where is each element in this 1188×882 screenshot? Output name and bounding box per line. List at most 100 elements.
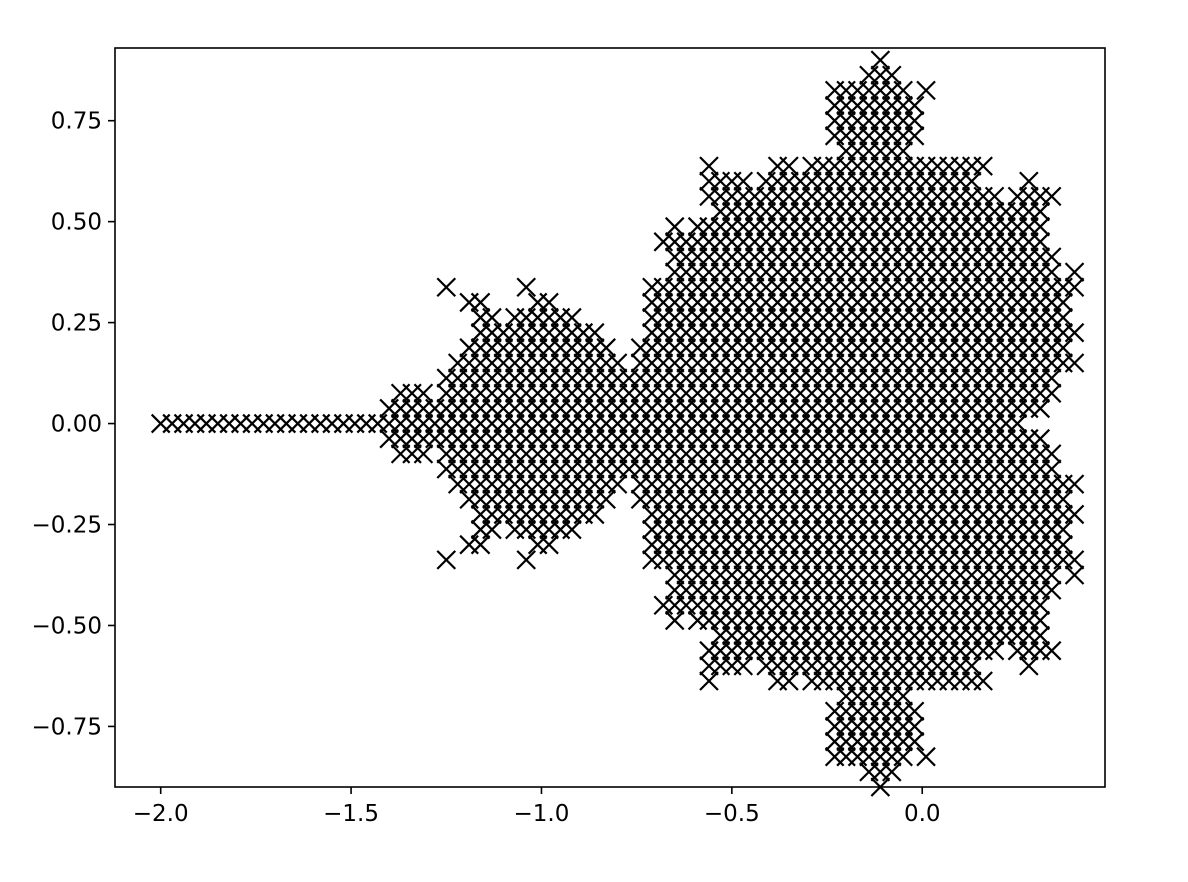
data-point-marker — [733, 171, 754, 192]
data-point-marker — [1041, 444, 1062, 464]
data-point-marker — [904, 110, 925, 131]
data-point-marker — [1064, 322, 1085, 343]
data-point-marker — [904, 701, 925, 722]
x-tick-label: −0.5 — [704, 801, 760, 827]
data-point-marker — [973, 156, 993, 176]
data-point-marker — [436, 550, 457, 570]
data-point-marker — [870, 50, 891, 70]
data-point-marker — [779, 671, 799, 691]
plot-area-frame — [114, 47, 1106, 788]
data-point-marker — [1064, 550, 1085, 570]
data-point-marker — [584, 504, 605, 525]
data-point-marker — [413, 444, 434, 464]
data-point-marker — [893, 141, 913, 161]
y-tick-label: −0.50 — [32, 613, 102, 639]
data-point-marker — [596, 338, 616, 358]
data-point-marker — [1030, 625, 1051, 646]
data-point-marker — [482, 519, 502, 540]
data-point-marker — [904, 95, 925, 116]
data-point-marker — [584, 322, 605, 343]
data-point-marker — [1064, 474, 1085, 494]
data-point-marker — [733, 656, 754, 676]
data-point-marker — [470, 534, 491, 555]
data-point-marker — [1030, 398, 1051, 419]
data-point-marker — [413, 383, 434, 404]
data-point-marker — [1030, 232, 1051, 252]
data-point-marker — [984, 186, 1005, 207]
data-point-marker — [1041, 262, 1062, 282]
data-point-marker — [1041, 565, 1062, 585]
y-tick-label: 0.50 — [51, 210, 102, 236]
data-point-marker — [1053, 534, 1073, 555]
data-point-marker — [699, 156, 719, 176]
y-tick-label: 0.75 — [51, 109, 102, 135]
data-point-marker — [1053, 338, 1073, 358]
data-point-marker — [973, 671, 993, 691]
data-point-marker — [1053, 489, 1073, 510]
data-point-marker — [779, 156, 799, 176]
data-point-marker — [1053, 307, 1073, 328]
data-point-marker — [516, 277, 537, 298]
data-point-marker — [607, 353, 628, 373]
data-point-marker — [904, 716, 925, 737]
data-point-marker — [1064, 353, 1085, 373]
data-point-marker — [1007, 413, 1028, 434]
data-point-marker — [539, 534, 559, 555]
data-point-marker — [1041, 368, 1062, 388]
x-tick-label: 0.0 — [904, 801, 941, 827]
data-point-marker — [1041, 459, 1062, 479]
data-point-marker — [607, 474, 628, 494]
data-point-marker — [893, 686, 913, 706]
data-point-marker — [562, 519, 582, 540]
data-point-marker — [893, 746, 913, 767]
x-tick-label: −2.0 — [133, 801, 189, 827]
data-point-marker — [664, 610, 685, 631]
data-point-marker — [916, 80, 936, 101]
data-point-marker — [893, 80, 913, 101]
y-tick-label: 0.00 — [51, 412, 102, 438]
data-point-marker — [1041, 186, 1062, 207]
data-point-marker — [470, 292, 491, 313]
x-axis: −2.0 −1.5 −1.0 −0.5 0.0 — [133, 787, 941, 827]
data-point-marker — [1064, 262, 1085, 282]
y-tick-label: −0.75 — [32, 714, 102, 740]
x-tick-label: −1.0 — [514, 801, 570, 827]
data-point-marker — [904, 126, 925, 146]
data-point-marker — [436, 277, 457, 298]
y-axis: 0.75 0.50 0.25 0.00 −0.25 −0.50 −0.75 — [32, 109, 115, 740]
data-point-marker — [1041, 580, 1062, 600]
data-point-marker — [904, 731, 925, 752]
data-point-marker — [516, 550, 537, 570]
data-point-marker — [1030, 216, 1051, 237]
data-point-marker — [881, 762, 902, 782]
data-point-marker — [1041, 383, 1062, 404]
data-point-marker — [916, 746, 936, 767]
data-point-marker — [961, 171, 982, 192]
data-point-marker — [1041, 640, 1062, 661]
data-point-marker — [1053, 519, 1073, 540]
scatter-markers — [150, 50, 1085, 797]
x-tick-label: −1.5 — [323, 801, 379, 827]
data-point-marker — [664, 216, 685, 237]
data-point-marker — [539, 292, 559, 313]
data-point-marker — [1030, 595, 1051, 616]
data-point-marker — [699, 671, 719, 691]
y-tick-label: −0.25 — [32, 513, 102, 539]
data-point-marker — [881, 65, 902, 86]
data-point-marker — [1041, 247, 1062, 267]
data-point-marker — [1053, 292, 1073, 313]
data-point-marker — [1019, 656, 1039, 676]
data-point-marker — [984, 640, 1005, 661]
data-point-marker — [482, 307, 502, 328]
data-point-marker — [1030, 610, 1051, 631]
data-point-marker — [1030, 428, 1051, 449]
y-tick-label: 0.25 — [51, 311, 102, 337]
data-point-marker — [1064, 565, 1085, 585]
data-point-marker — [1019, 171, 1039, 192]
data-point-marker — [1064, 277, 1085, 298]
data-point-marker — [1064, 504, 1085, 525]
data-point-marker — [961, 656, 982, 676]
data-point-marker — [562, 307, 582, 328]
data-point-marker — [1030, 201, 1051, 222]
